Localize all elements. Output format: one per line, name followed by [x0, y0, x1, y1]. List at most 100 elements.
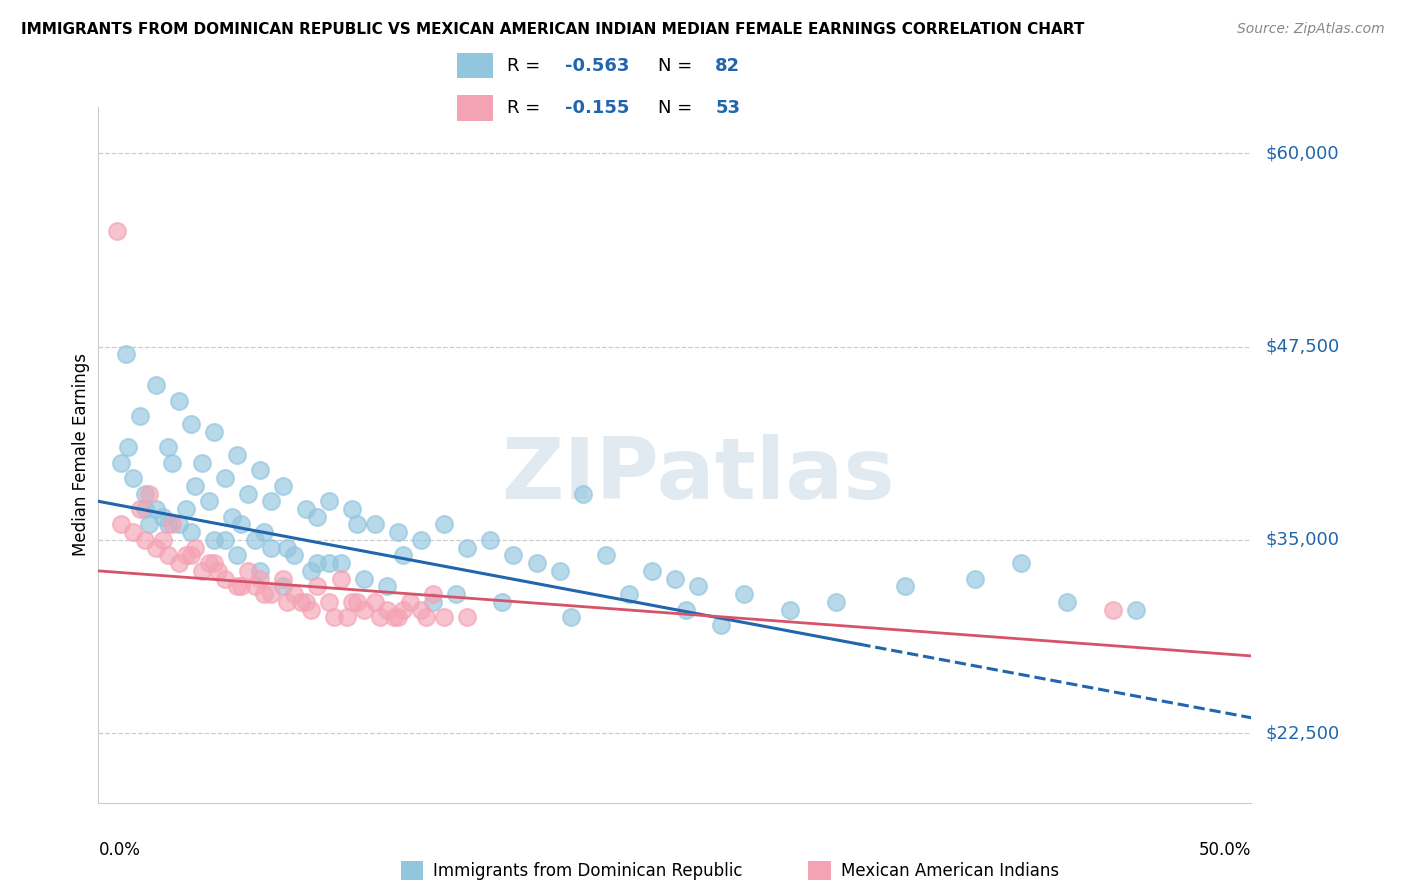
Point: [387, 610, 409, 624]
Point: [456, 610, 478, 624]
Point: [318, 595, 340, 609]
Point: [260, 541, 283, 555]
Point: [129, 502, 152, 516]
Point: [271, 572, 294, 586]
Point: [502, 549, 524, 563]
Point: [641, 564, 664, 578]
Point: [307, 556, 329, 570]
Point: [307, 579, 329, 593]
Point: [253, 587, 276, 601]
Point: [238, 564, 260, 578]
Point: [117, 440, 139, 454]
Point: [491, 595, 513, 609]
Point: [231, 517, 253, 532]
Point: [145, 541, 167, 555]
Point: [825, 595, 848, 609]
Point: [167, 393, 190, 408]
Point: [548, 564, 571, 578]
Point: [180, 525, 202, 540]
Point: [221, 509, 243, 524]
Point: [411, 602, 433, 616]
Point: [444, 587, 467, 601]
Text: Source: ZipAtlas.com: Source: ZipAtlas.com: [1237, 22, 1385, 37]
Point: [353, 602, 375, 616]
Text: R =: R =: [508, 99, 547, 117]
Point: [138, 486, 160, 500]
Point: [422, 595, 444, 609]
Point: [295, 595, 318, 609]
Point: [398, 595, 420, 609]
Point: [152, 533, 174, 547]
Point: [145, 502, 167, 516]
Point: [198, 556, 221, 570]
Text: Mexican American Indians: Mexican American Indians: [841, 862, 1059, 880]
Point: [346, 595, 368, 609]
Text: N =: N =: [658, 57, 697, 75]
Point: [134, 502, 156, 516]
Point: [160, 456, 183, 470]
Point: [299, 564, 322, 578]
Point: [184, 479, 207, 493]
Point: [207, 564, 229, 578]
Text: ZIPatlas: ZIPatlas: [501, 434, 894, 517]
Point: [167, 556, 190, 570]
Point: [110, 517, 132, 532]
Point: [122, 471, 145, 485]
Point: [375, 579, 398, 593]
Point: [174, 502, 197, 516]
Point: [710, 618, 733, 632]
Point: [894, 579, 917, 593]
Point: [1125, 602, 1147, 616]
Point: [276, 541, 298, 555]
Point: [122, 525, 145, 540]
Point: [214, 572, 236, 586]
Y-axis label: Median Female Earnings: Median Female Earnings: [72, 353, 90, 557]
Point: [225, 579, 247, 593]
Point: [184, 541, 207, 555]
Point: [387, 525, 409, 540]
Point: [779, 602, 801, 616]
Point: [253, 525, 276, 540]
Point: [115, 347, 138, 361]
Point: [595, 549, 617, 563]
Text: $60,000: $60,000: [1265, 145, 1339, 162]
Point: [318, 494, 340, 508]
Point: [145, 378, 167, 392]
Point: [249, 564, 271, 578]
Bar: [457, 54, 494, 78]
Point: [180, 549, 202, 563]
Point: [322, 610, 344, 624]
Point: [202, 533, 225, 547]
Point: [675, 602, 697, 616]
Point: [340, 595, 363, 609]
Point: [283, 587, 305, 601]
Point: [411, 533, 433, 547]
Point: [225, 549, 247, 563]
Text: $22,500: $22,500: [1265, 724, 1340, 742]
Point: [433, 517, 456, 532]
Text: 0.0%: 0.0%: [98, 841, 141, 859]
Point: [340, 502, 363, 516]
Point: [479, 533, 502, 547]
Point: [271, 479, 294, 493]
Point: [560, 610, 582, 624]
Point: [963, 572, 986, 586]
Point: [238, 486, 260, 500]
Point: [329, 556, 352, 570]
Point: [686, 579, 709, 593]
Point: [129, 409, 152, 424]
Text: R =: R =: [508, 57, 547, 75]
Point: [456, 541, 478, 555]
Point: [368, 610, 391, 624]
Text: $35,000: $35,000: [1265, 531, 1340, 549]
Point: [214, 533, 236, 547]
Point: [364, 517, 387, 532]
Point: [249, 572, 271, 586]
Point: [382, 610, 405, 624]
Point: [1010, 556, 1032, 570]
Point: [156, 440, 179, 454]
Point: [245, 579, 267, 593]
Point: [375, 602, 398, 616]
Point: [276, 595, 298, 609]
Text: 82: 82: [716, 57, 741, 75]
